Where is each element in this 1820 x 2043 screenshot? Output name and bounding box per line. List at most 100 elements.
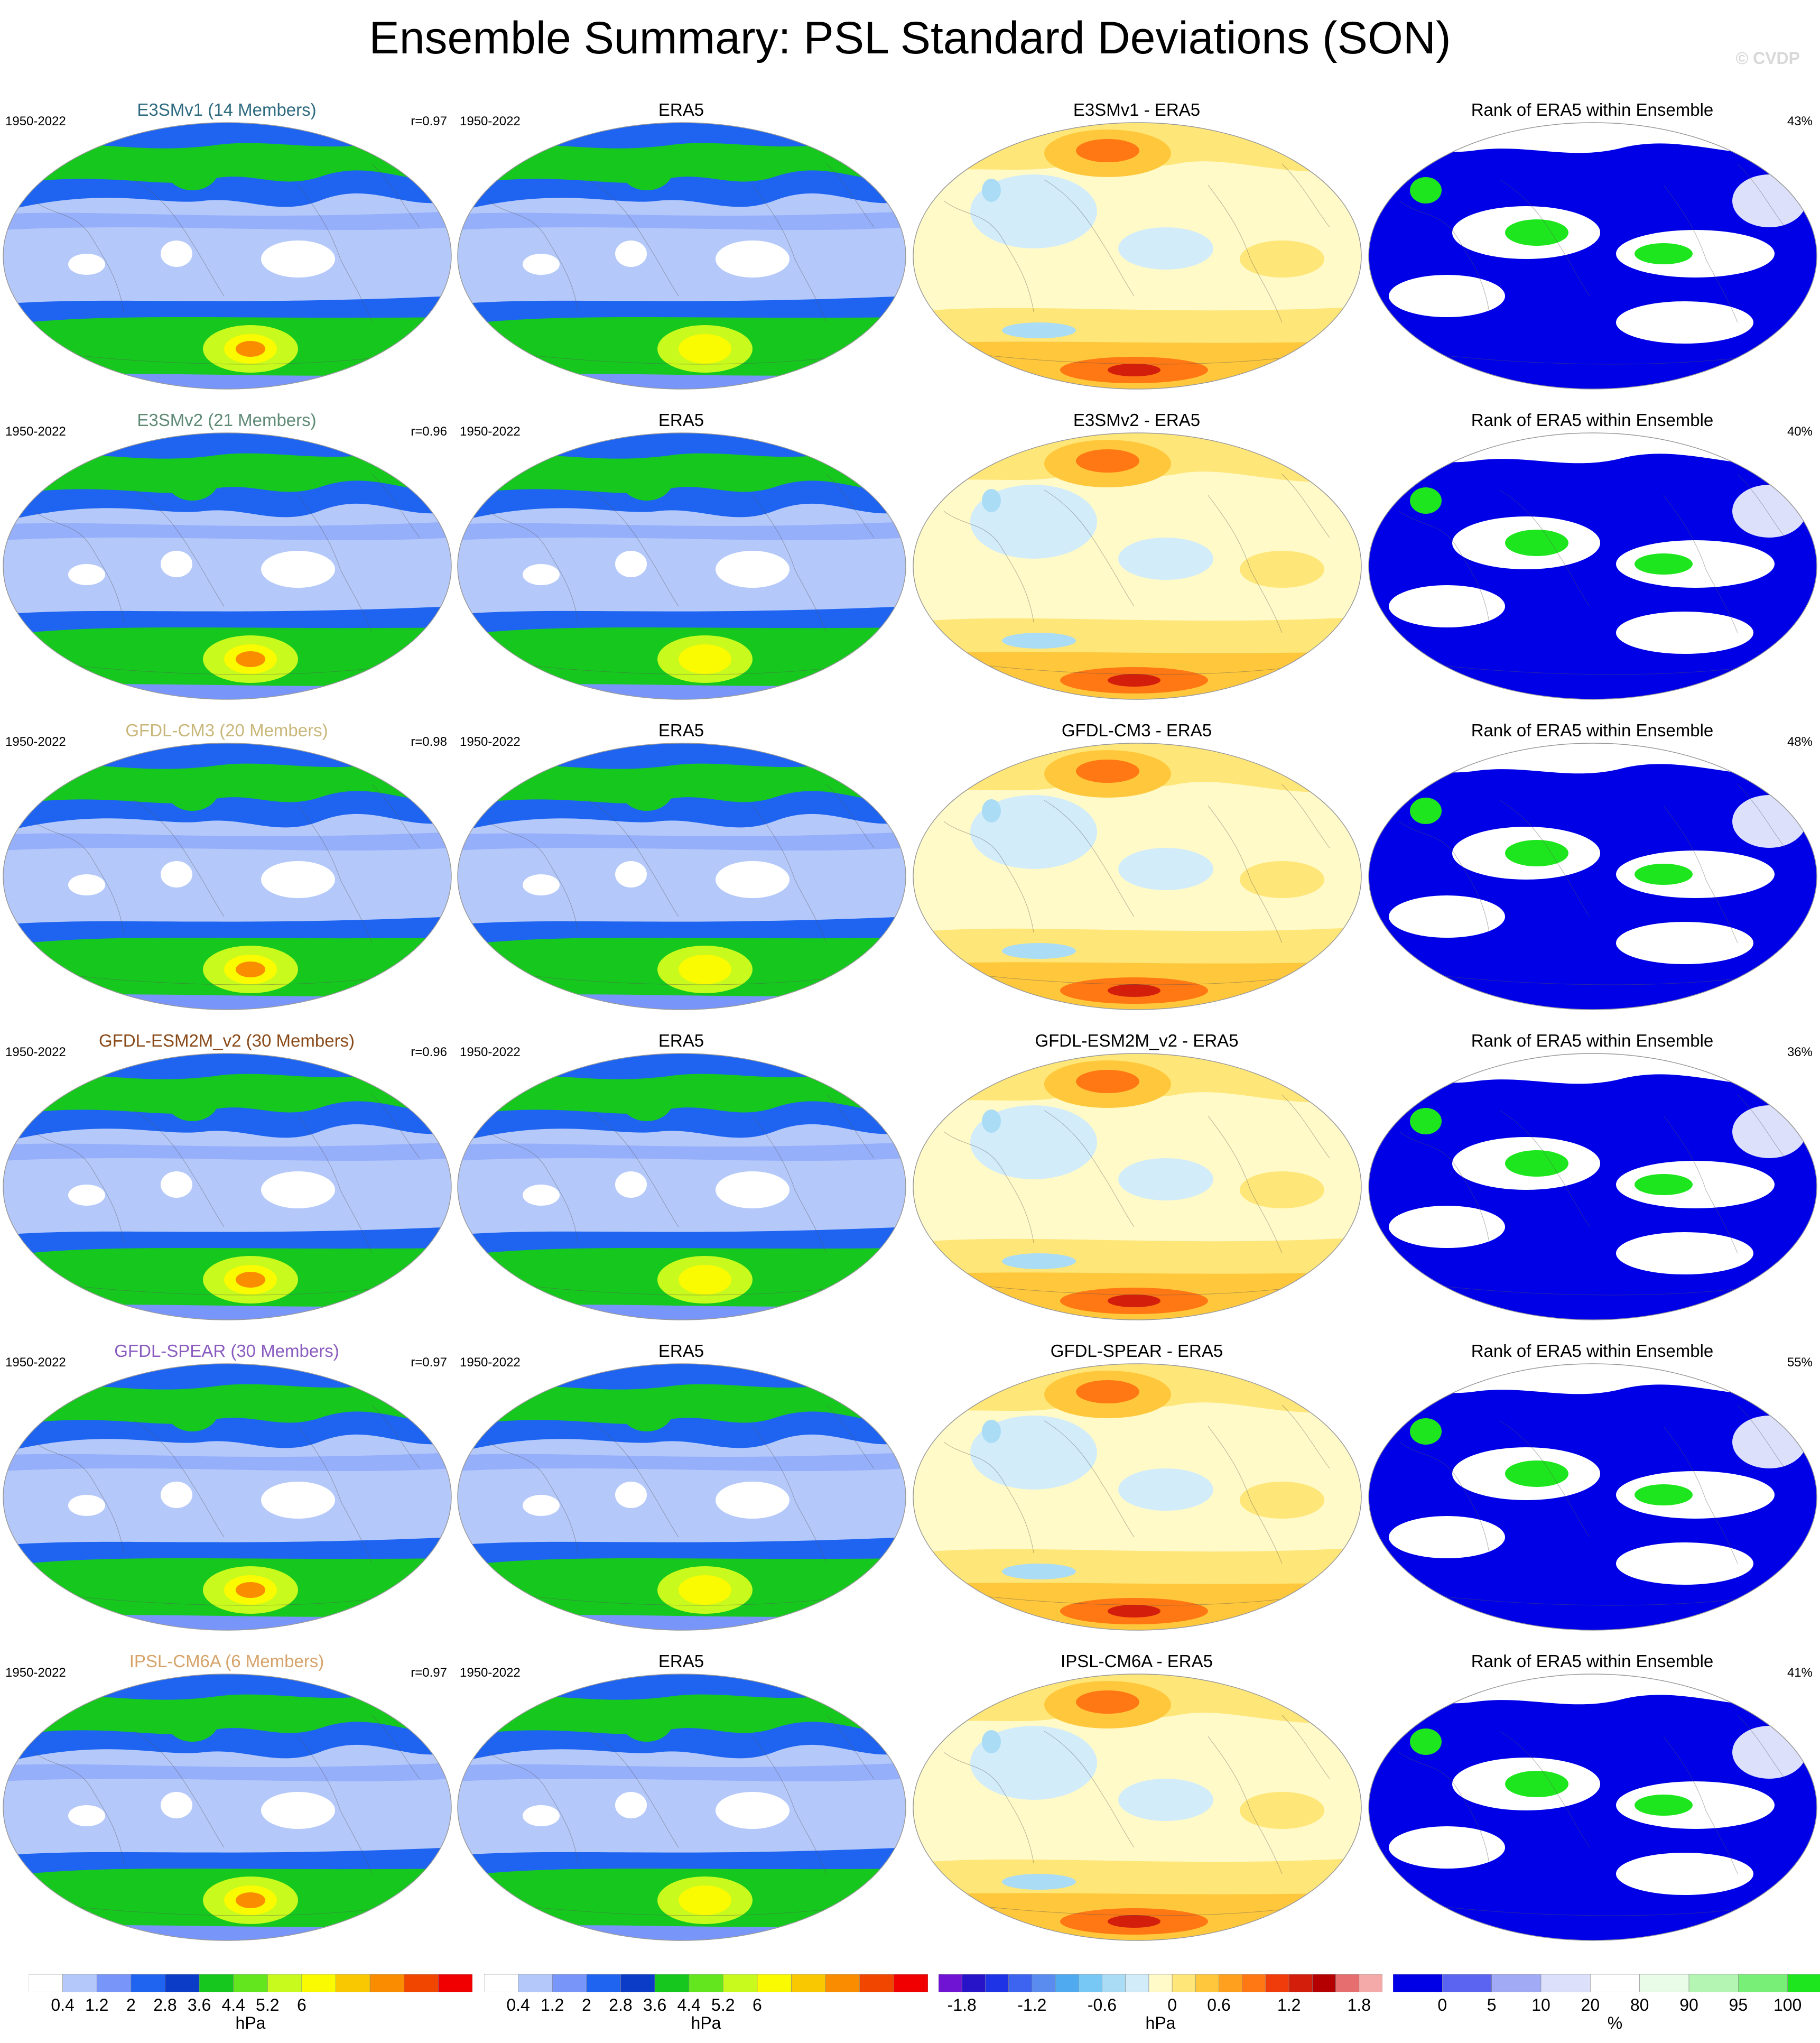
colorbar-swatch xyxy=(1219,1974,1243,1992)
colorbar-swatch xyxy=(1055,1974,1079,1992)
rank-percent: 40% xyxy=(1787,424,1813,439)
colorbar-swatch xyxy=(961,1974,986,1992)
rank-percent: 55% xyxy=(1787,1355,1813,1370)
period-label: 1950-2022 xyxy=(460,1666,521,1680)
colorbar-swatch xyxy=(689,1974,723,1992)
colorbar-tick-label: 6 xyxy=(297,1995,307,2014)
colorbar-tick-label: 1.2 xyxy=(1277,1995,1301,2014)
colorbar-tick-label: 3.6 xyxy=(187,1995,211,2014)
colorbar-ticks: 0.4 1.2 2 2.8 3.6 4.4 5.2 6 xyxy=(29,1995,472,2017)
colorbar-swatch xyxy=(518,1974,553,1992)
colorbar: 0 5 10 20 80 90 95 100% xyxy=(1393,1974,1820,2043)
colorbar-tick-label: 90 xyxy=(1679,1995,1698,2014)
map-panel-obs: ERA5 1950-2022 xyxy=(454,1651,908,1961)
world-map-diff xyxy=(913,432,1362,700)
world-map-obs xyxy=(457,1053,906,1320)
colorbar-tick-label: 20 xyxy=(1581,1995,1600,2014)
colorbar-swatch xyxy=(1491,1974,1542,1992)
colorbar-tick-label: 100 xyxy=(1773,1995,1802,2014)
colorbar-swatches xyxy=(484,1974,928,1992)
colorbar-tick-label: 0 xyxy=(1167,1995,1177,2014)
colorbar-swatch xyxy=(1393,1974,1443,1992)
colorbar-swatch xyxy=(199,1974,234,1992)
panel-title: IPSL-CM6A - ERA5 xyxy=(1061,1651,1213,1671)
panel-title: GFDL-ESM2M_v2 (30 Members) xyxy=(98,1031,355,1050)
panel-title: ERA5 xyxy=(658,100,704,119)
colorbar-tick-label: -1.2 xyxy=(1017,1995,1047,2014)
panel-title: GFDL-SPEAR - ERA5 xyxy=(1050,1341,1223,1361)
colorbar-swatch xyxy=(757,1974,792,1992)
world-map-model xyxy=(3,122,452,390)
colorbar-tick-label: 2 xyxy=(126,1995,136,2014)
period-label: 1950-2022 xyxy=(460,424,521,439)
panel-title: Rank of ERA5 within Ensemble xyxy=(1471,1341,1714,1361)
colorbar-swatch xyxy=(165,1974,200,1992)
panel-title: Rank of ERA5 within Ensemble xyxy=(1471,100,1714,119)
map-panel-diff: GFDL-CM3 - ERA5 xyxy=(910,720,1363,1030)
colorbar: 0.4 1.2 2 2.8 3.6 4.4 5.2 6 hPa xyxy=(484,1974,928,2043)
colorbar-swatch xyxy=(369,1974,405,1992)
colorbar-swatches xyxy=(1393,1974,1820,1992)
colorbar-tick-label: 6 xyxy=(753,1995,762,2014)
period-label: 1950-2022 xyxy=(5,1045,66,1059)
colorbar-tick-label: 0 xyxy=(1437,1995,1447,2014)
colorbar-tick-label: 2.8 xyxy=(609,1995,633,2014)
colorbar-swatch xyxy=(131,1974,165,1992)
colorbar-tick-label: 5.2 xyxy=(711,1995,735,2014)
colorbar-swatch xyxy=(1335,1974,1360,1992)
colorbar-swatch xyxy=(438,1974,472,1992)
world-map-obs xyxy=(457,432,906,700)
world-map-rank xyxy=(1368,743,1817,1010)
colorbar-tick-label: 1.2 xyxy=(85,1995,109,2014)
pattern-correlation: r=0.97 xyxy=(411,114,447,128)
colorbar-swatch xyxy=(1787,1974,1820,1992)
colorbar-swatch xyxy=(96,1974,132,1992)
panel-title: ERA5 xyxy=(658,720,704,740)
colorbar-swatch xyxy=(1540,1974,1591,1992)
period-label: 1950-2022 xyxy=(460,1355,521,1370)
colorbar-swatch xyxy=(1195,1974,1219,1992)
colorbar-swatch xyxy=(1265,1974,1289,1992)
colorbar-swatch xyxy=(654,1974,689,1992)
map-panel-diff: E3SMv1 - ERA5 xyxy=(910,99,1363,410)
pattern-correlation: r=0.96 xyxy=(411,1045,447,1059)
panel-title: Rank of ERA5 within Ensemble xyxy=(1471,1031,1714,1050)
world-map-model xyxy=(3,743,452,1010)
world-map-model xyxy=(3,1674,452,1941)
colorbar-swatch xyxy=(586,1974,621,1992)
panel-title: Rank of ERA5 within Ensemble xyxy=(1471,720,1714,740)
colorbar-tick-label: -1.8 xyxy=(947,1995,977,2014)
world-map-model xyxy=(3,432,452,700)
colorbar-swatch xyxy=(1102,1974,1126,1992)
map-panel-obs: ERA5 1950-2022 xyxy=(454,720,908,1030)
world-map-rank xyxy=(1368,432,1817,700)
map-panel-obs: ERA5 1950-2022 xyxy=(454,1341,908,1651)
colorbar-tick-label: 0.4 xyxy=(506,1995,530,2014)
map-panel-diff: GFDL-ESM2M_v2 - ERA5 xyxy=(910,1030,1363,1341)
pattern-correlation: r=0.97 xyxy=(411,1666,447,1680)
colorbar-tick-label: 5.2 xyxy=(256,1995,280,2014)
rank-percent: 36% xyxy=(1787,1045,1813,1059)
period-label: 1950-2022 xyxy=(5,735,66,749)
colorbar-swatch xyxy=(233,1974,268,1992)
colorbar-tick-label: 0.6 xyxy=(1207,1995,1231,2014)
world-map-model xyxy=(3,1053,452,1320)
pattern-correlation: r=0.96 xyxy=(411,424,447,439)
rank-percent: 43% xyxy=(1787,114,1813,128)
world-map-obs xyxy=(457,1674,906,1941)
colorbar-tick-label: 4.4 xyxy=(677,1995,701,2014)
panel-title: GFDL-ESM2M_v2 - ERA5 xyxy=(1035,1031,1239,1050)
pattern-correlation: r=0.97 xyxy=(411,1355,447,1370)
world-map-obs xyxy=(457,743,906,1010)
colorbar: 0.4 1.2 2 2.8 3.6 4.4 5.2 6 hPa xyxy=(29,1974,472,2043)
colorbar-swatch xyxy=(894,1974,928,1992)
colorbar-swatches xyxy=(29,1974,472,1992)
colorbar-swatch xyxy=(1078,1974,1102,1992)
world-map-diff xyxy=(913,122,1362,390)
map-panel-rank: Rank of ERA5 within Ensemble 55% xyxy=(1366,1341,1819,1651)
pattern-correlation: r=0.98 xyxy=(411,735,447,749)
panel-title: GFDL-SPEAR (30 Members) xyxy=(114,1341,339,1361)
rank-percent: 48% xyxy=(1787,735,1813,749)
colorbar-tick-label: 1.8 xyxy=(1347,1995,1371,2014)
colorbar-swatch xyxy=(1172,1974,1196,1992)
